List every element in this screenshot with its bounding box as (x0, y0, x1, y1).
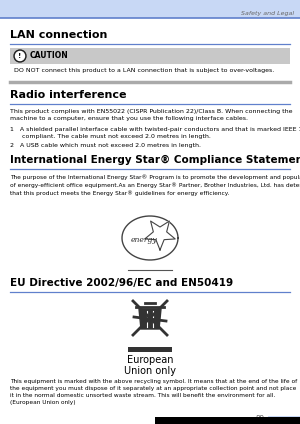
Text: 1   A shielded parallel interface cable with twisted-pair conductors and that is: 1 A shielded parallel interface cable wi… (10, 127, 300, 139)
Text: International Energy Star® Compliance Statement: International Energy Star® Compliance St… (10, 155, 300, 165)
Text: 2   A USB cable which must not exceed 2.0 metres in length.: 2 A USB cable which must not exceed 2.0 … (10, 143, 201, 148)
Text: EU Directive 2002/96/EC and EN50419: EU Directive 2002/96/EC and EN50419 (10, 278, 233, 288)
Bar (0, 0, 300, 18)
Text: This product complies with EN55022 (CISPR Publication 22)/Class B. When connecti: This product complies with EN55022 (CISP… (10, 109, 292, 121)
Circle shape (16, 51, 25, 61)
Text: !: ! (18, 53, 22, 59)
Text: CAUTION: CAUTION (30, 51, 69, 61)
Text: energy: energy (131, 236, 157, 244)
Text: The purpose of the International Energy Star® Program is to promote the developm: The purpose of the International Energy … (10, 174, 300, 195)
Text: LAN connection: LAN connection (10, 30, 107, 40)
Bar (268, 416, 300, 424)
Text: This equipment is marked with the above recycling symbol. It means that at the e: This equipment is marked with the above … (10, 379, 297, 405)
Text: 89: 89 (255, 415, 264, 421)
Bar (128, 347, 172, 352)
Text: Safety and Legal: Safety and Legal (241, 11, 294, 16)
Text: Radio interference: Radio interference (10, 90, 127, 100)
Circle shape (14, 50, 26, 62)
Bar (155, 417, 300, 424)
Polygon shape (139, 309, 161, 329)
Text: European: European (127, 355, 173, 365)
Bar (10, 48, 290, 64)
Text: DO NOT connect this product to a LAN connection that is subject to over-voltages: DO NOT connect this product to a LAN con… (14, 68, 274, 73)
Polygon shape (145, 221, 175, 250)
Text: Union only: Union only (124, 366, 176, 376)
